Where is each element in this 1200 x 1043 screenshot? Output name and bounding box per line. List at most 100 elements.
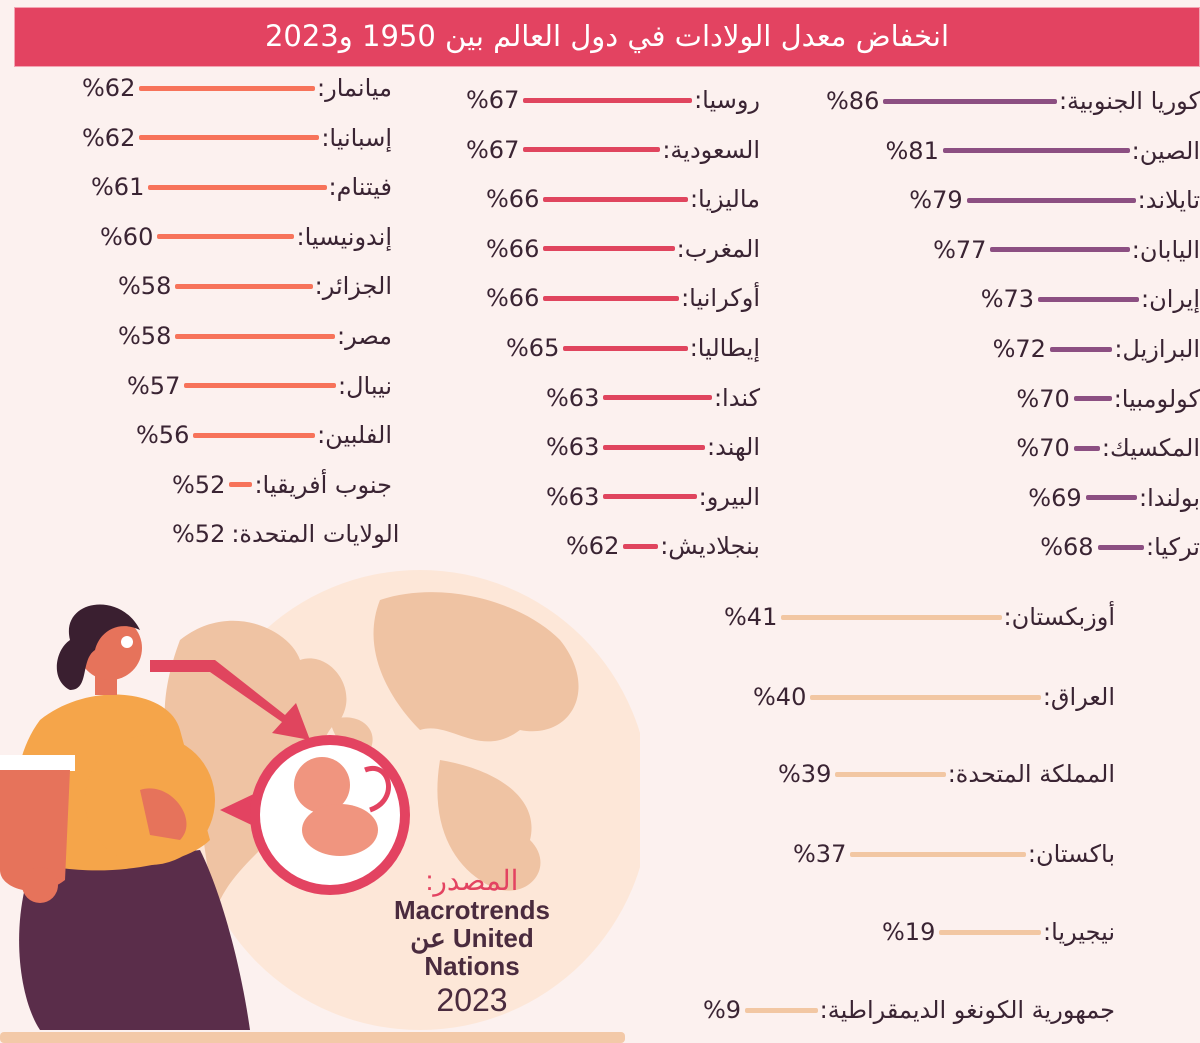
bar-row: %40 العراق:: [753, 679, 1115, 715]
country-label: روسيا:: [694, 86, 760, 114]
percent-label: %66: [486, 284, 540, 313]
country-label: إيران:: [1141, 285, 1200, 314]
bar: [835, 771, 946, 777]
percent-label: %72: [992, 335, 1046, 363]
source-label: المصدر:: [425, 865, 519, 896]
country-label: المغرب:: [676, 234, 760, 263]
bar-row: %62 ميانمار:: [82, 70, 392, 106]
percent-label: %73: [980, 285, 1035, 314]
country-label: المملكة المتحدة:: [947, 760, 1115, 788]
bar: [543, 246, 675, 252]
bar-row: %73 إيران:: [981, 281, 1200, 317]
percent-label: %77: [933, 235, 987, 264]
bar-row: %81 الصين:: [886, 133, 1200, 169]
country-label: البيرو:: [698, 482, 760, 511]
percent-label: %58: [118, 272, 172, 301]
bar-row: %58 مصر:: [118, 318, 392, 354]
bar-row: %86 كوريا الجنوبية:: [826, 83, 1200, 119]
percent-label: %39: [778, 760, 832, 788]
country-label: كندا:: [713, 383, 760, 412]
country-label: الهند:: [707, 433, 760, 462]
bar-row: %56 الفلبين:: [136, 417, 392, 453]
bar: [810, 694, 1041, 700]
source-line-2: عن United: [410, 923, 534, 953]
bar-row: %67 روسيا:: [466, 82, 760, 118]
bar-row: %70 كولومبيا:: [1016, 381, 1200, 417]
percent-label: %79: [909, 186, 963, 215]
country-label: فيتنام:: [328, 173, 392, 202]
country-label: مصر:: [337, 322, 392, 350]
percent-label: %67: [466, 86, 520, 114]
pregnant-woman-illustration: [0, 570, 640, 1030]
bar-row: %52 جنوب أفريقيا:: [172, 467, 392, 503]
bar-row: %77 اليابان:: [933, 232, 1200, 268]
bar: [850, 851, 1026, 857]
bar-row: %68 تركيا:: [1040, 529, 1200, 565]
country-label: ماليزيا:: [689, 185, 760, 214]
country-label: نيبال:: [338, 371, 392, 400]
bar-row: %62 إسبانيا:: [82, 120, 392, 156]
percent-label: %62: [82, 123, 136, 152]
percent-label: %41: [724, 603, 778, 631]
bar-row: %63 البيرو:: [546, 479, 760, 515]
percent-label: %9: [703, 996, 742, 1024]
bar-row: %61 فيتنام:: [91, 169, 392, 205]
bar: [543, 295, 680, 301]
bar-row: %41 أوزبكستان:: [724, 599, 1115, 635]
bar: [175, 283, 313, 289]
bar: [1038, 296, 1140, 302]
bar-row: %66 المغرب:: [486, 231, 760, 267]
bar: [942, 148, 1130, 154]
bar: [148, 184, 327, 190]
bar: [1085, 495, 1138, 501]
woman-figure: [0, 604, 251, 1030]
percent-label: %57: [127, 371, 181, 400]
percent-label: %56: [136, 421, 190, 450]
percent-label: %65: [506, 334, 560, 362]
bar: [745, 1007, 818, 1013]
country-label: إيطاليا:: [689, 334, 760, 362]
percent-label: %62: [566, 532, 620, 561]
percent-label: %40: [753, 683, 807, 711]
bar: [563, 345, 688, 351]
bar: [1073, 445, 1100, 451]
world-map-background: [164, 570, 640, 1030]
source-credit: المصدر: Macrotrends عن United Nations 20…: [372, 866, 572, 1020]
bar-row: %70 المكسيك:: [1016, 430, 1200, 466]
decline-arrow-icon: [150, 660, 310, 740]
percent-label: %63: [546, 433, 600, 462]
percent-label: %63: [546, 482, 600, 511]
bar: [157, 234, 295, 240]
bar: [623, 543, 659, 549]
country-label: أوكرانيا:: [681, 284, 760, 313]
country-label: إسبانيا:: [321, 123, 392, 152]
source-line-3: Nations: [424, 951, 520, 981]
bar: [781, 614, 1002, 620]
page-title: انخفاض معدل الولادات في دول العالم بين 1…: [264, 19, 950, 53]
percent-label: %70: [1016, 434, 1070, 463]
bar: [603, 444, 706, 450]
percent-label: %67: [466, 135, 520, 164]
country-label: العراق:: [1042, 683, 1115, 711]
bar-row: %39 المملكة المتحدة:: [778, 756, 1115, 792]
country-label: ميانمار:: [317, 74, 392, 102]
bar-row: %52 الولايات المتحدة:: [172, 516, 399, 552]
percent-label: %58: [118, 322, 172, 350]
percent-label: %61: [91, 173, 145, 202]
bar: [966, 197, 1136, 203]
percent-label: %19: [882, 918, 936, 946]
bar-row: %19 نيجيريا:: [882, 914, 1115, 950]
percent-label: %70: [1016, 384, 1070, 413]
country-label: اليابان:: [1131, 235, 1200, 264]
country-label: كولومبيا:: [1113, 384, 1200, 413]
country-label: البرازيل:: [1114, 335, 1200, 363]
percent-label: %66: [486, 185, 540, 214]
bar: [990, 247, 1130, 253]
bar-row: %66 أوكرانيا:: [486, 280, 760, 316]
country-label: كوريا الجنوبية:: [1058, 87, 1200, 115]
ground-strip: [0, 1032, 625, 1043]
country-label: المكسيك:: [1101, 434, 1200, 463]
bar-row: %65 إيطاليا:: [506, 330, 760, 366]
bar-row: %62 بنجلاديش:: [566, 528, 760, 564]
bar: [603, 494, 697, 500]
